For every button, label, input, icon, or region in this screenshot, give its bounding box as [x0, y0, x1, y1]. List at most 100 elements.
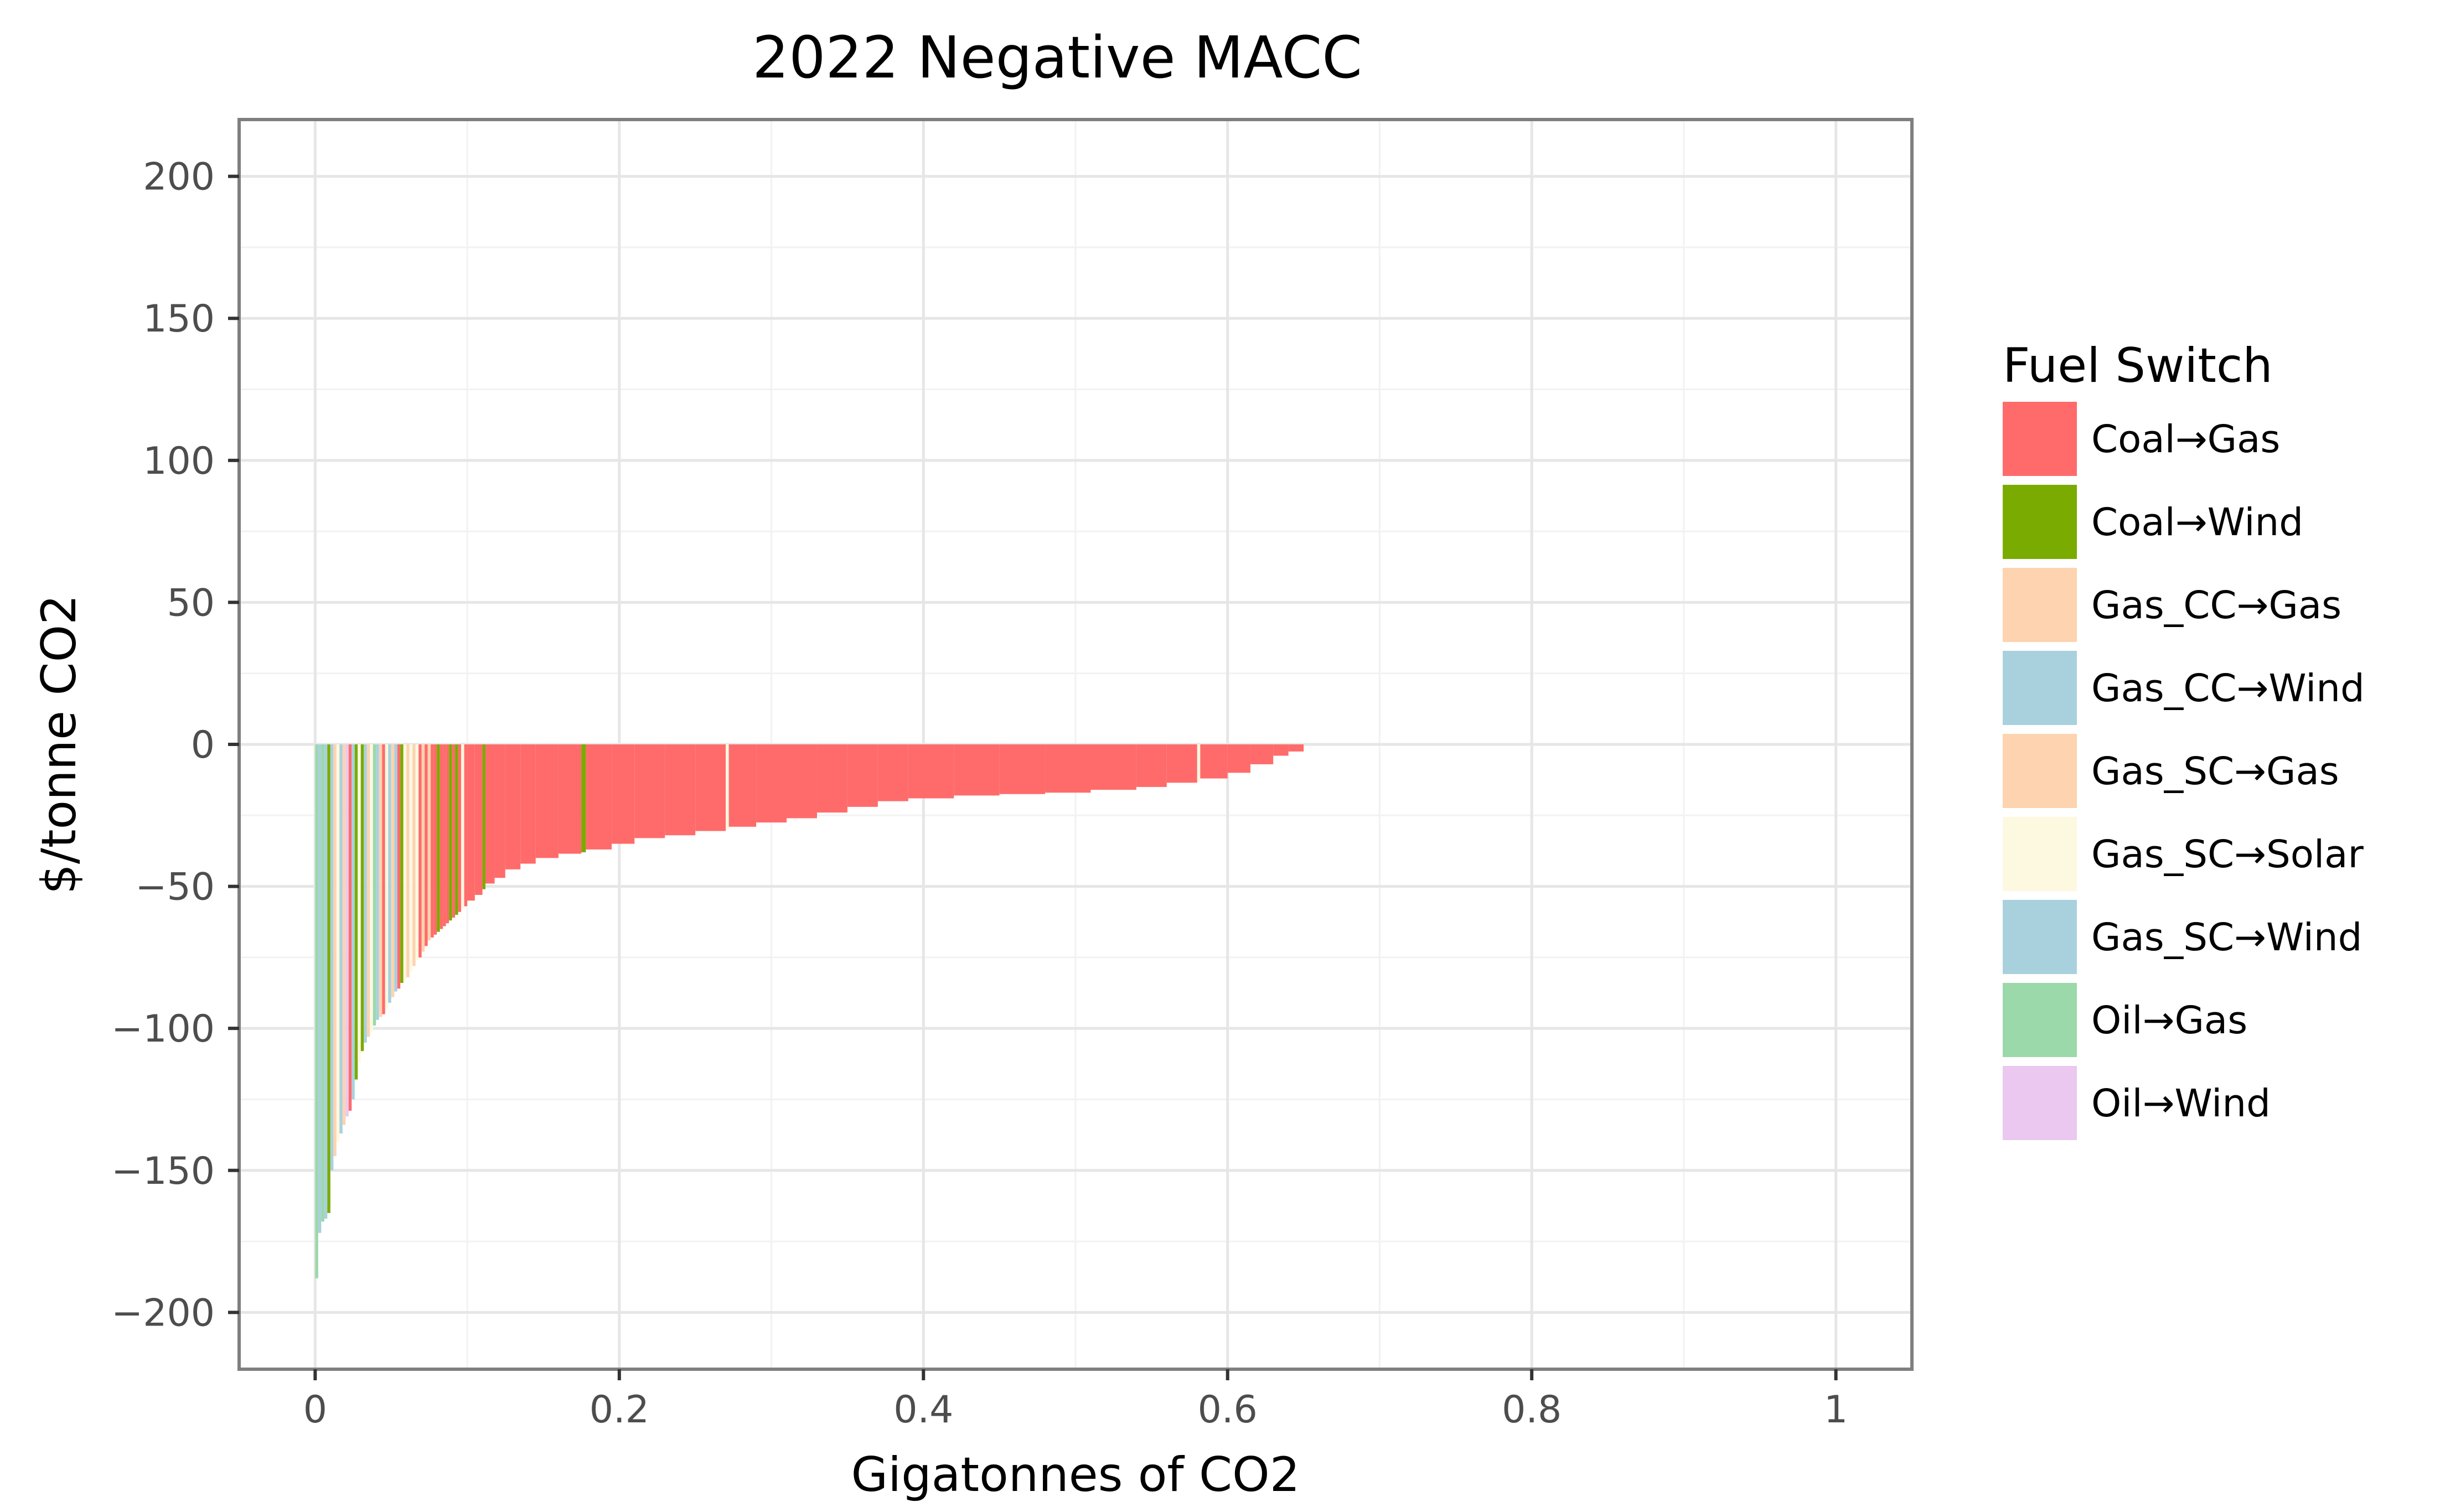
legend-label-5: Gas_SC→Solar — [2091, 832, 2364, 877]
bar-46 — [455, 744, 458, 915]
bar-64 — [695, 744, 726, 831]
bar-70 — [847, 744, 878, 807]
bar-71 — [877, 744, 908, 801]
bar-26 — [394, 744, 397, 992]
bar-20 — [376, 744, 379, 1020]
bar-29 — [403, 744, 407, 980]
bar-18 — [370, 744, 373, 1032]
bar-67 — [756, 744, 787, 823]
bar-12 — [351, 744, 355, 1100]
bar-11 — [348, 744, 352, 1111]
y-tick-label-2: 100 — [143, 439, 215, 483]
bar-32 — [412, 744, 416, 966]
bar-4 — [327, 744, 330, 1213]
bar-76 — [1090, 744, 1136, 790]
bar-16 — [364, 744, 367, 1043]
bar-6 — [333, 744, 337, 1157]
legend-label-1: Coal→Wind — [2091, 500, 2303, 545]
bar-21 — [379, 744, 382, 1017]
bar-22 — [382, 744, 385, 1014]
bar-30 — [406, 744, 410, 977]
bar-15 — [360, 744, 364, 1052]
bar-48 — [461, 744, 464, 909]
minor-gridlines — [239, 120, 1912, 1369]
bar-10 — [345, 744, 349, 1117]
bar-72 — [908, 744, 954, 799]
bar-49 — [464, 744, 468, 907]
bar-54 — [494, 744, 505, 878]
legend-label-7: Oil→Gas — [2091, 998, 2247, 1043]
bar-62 — [634, 744, 665, 838]
bar-35 — [421, 744, 425, 952]
bar-14 — [358, 744, 361, 1063]
bar-3 — [324, 744, 328, 1219]
bar-66 — [728, 744, 757, 827]
bar-61 — [612, 744, 635, 844]
bar-82 — [1250, 744, 1274, 764]
x-tick-label-2: 0.4 — [893, 1388, 953, 1432]
bar-39 — [433, 744, 437, 935]
chart-title: 2022 Negative MACC — [752, 24, 1362, 91]
bar-13 — [354, 744, 358, 1080]
bar-77 — [1136, 744, 1167, 787]
x-tick-label-4: 0.8 — [1502, 1388, 1562, 1432]
y-tick-label-4: 0 — [191, 723, 215, 767]
y-tick-label-7: −150 — [111, 1149, 215, 1193]
bar-40 — [437, 744, 440, 932]
x-tick-label-5: 1 — [1824, 1388, 1848, 1432]
bars — [315, 744, 1304, 1278]
legend-key-8 — [2003, 1066, 2077, 1140]
bar-23 — [385, 744, 389, 1009]
bar-9 — [342, 744, 346, 1125]
bar-79 — [1197, 744, 1201, 781]
bar-75 — [1045, 744, 1091, 793]
legend-label-3: Gas_CC→Wind — [2091, 666, 2365, 711]
y-axis: 200 150 100 50 0 −50 −100 −150 −200 — [111, 156, 239, 1335]
bar-41 — [440, 744, 443, 929]
x-tick-label-3: 0.6 — [1198, 1388, 1258, 1432]
legend-key-1 — [2003, 485, 2077, 559]
bar-63 — [665, 744, 696, 836]
bar-17 — [366, 744, 370, 1037]
bar-47 — [458, 744, 462, 912]
bar-1 — [318, 744, 322, 1233]
bar-50 — [467, 744, 475, 901]
legend-label-8: Oil→Wind — [2091, 1081, 2271, 1126]
bar-80 — [1200, 744, 1228, 779]
bar-78 — [1166, 744, 1197, 783]
bar-24 — [388, 744, 391, 1003]
bar-65 — [726, 744, 729, 830]
bar-25 — [391, 744, 395, 997]
bar-33 — [415, 744, 419, 961]
bar-51 — [474, 744, 483, 895]
plot-panel — [237, 118, 1914, 1371]
bar-58 — [558, 744, 582, 854]
bar-43 — [446, 744, 449, 924]
bar-68 — [787, 744, 817, 819]
bar-52 — [482, 744, 486, 889]
bar-42 — [443, 744, 446, 926]
bar-56 — [520, 744, 536, 864]
bar-19 — [373, 744, 376, 1026]
x-tick-label-0: 0 — [303, 1388, 327, 1432]
bar-28 — [400, 744, 404, 983]
legend-key-0 — [2003, 402, 2077, 476]
bar-69 — [816, 744, 847, 813]
bar-83 — [1273, 744, 1289, 756]
legend-title: Fuel Switch — [2003, 338, 2273, 393]
bar-5 — [330, 744, 334, 1171]
bar-36 — [425, 744, 428, 946]
bar-37 — [427, 744, 431, 941]
bar-0 — [315, 744, 318, 1278]
y-tick-label-8: −200 — [111, 1291, 215, 1335]
legend-key-3 — [2003, 651, 2077, 725]
y-axis-title: $/tonne CO2 — [32, 594, 87, 894]
legend-label-0: Coal→Gas — [2091, 417, 2280, 462]
legend-key-4 — [2003, 734, 2077, 808]
bar-57 — [535, 744, 559, 858]
bar-44 — [449, 744, 452, 921]
legend-key-6 — [2003, 900, 2077, 974]
legend-label-6: Gas_SC→Wind — [2091, 915, 2362, 960]
legend-key-2 — [2003, 568, 2077, 642]
y-tick-label-0: 200 — [143, 156, 215, 199]
